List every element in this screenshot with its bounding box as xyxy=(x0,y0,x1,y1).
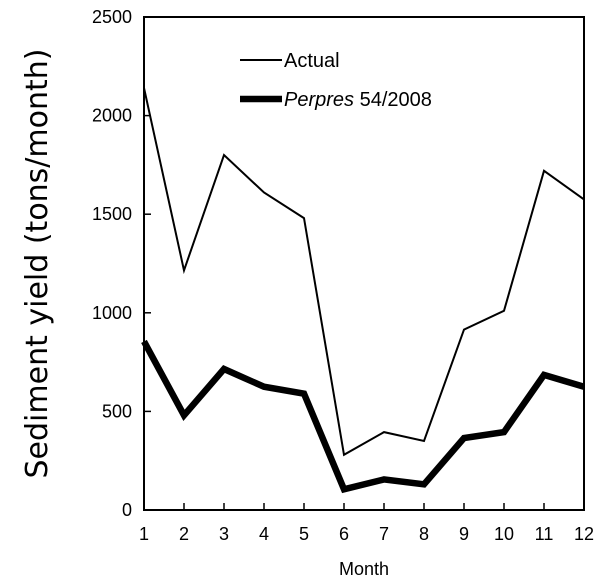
x-tick-label: 3 xyxy=(219,524,229,544)
y-tick-label: 2000 xyxy=(92,106,132,126)
legend-label-perpres-normal: 54/2008 xyxy=(354,89,432,111)
x-tick-label: 2 xyxy=(179,524,189,544)
x-tick-label: 4 xyxy=(259,524,269,544)
x-tick-label: 1 xyxy=(139,524,149,544)
y-axis-title: Sediment yield (tons/month) xyxy=(20,49,55,479)
legend-label-actual: Actual xyxy=(284,50,340,72)
y-tick-label: 1500 xyxy=(92,204,132,224)
x-tick-label: 10 xyxy=(494,524,514,544)
plot-area-frame xyxy=(143,16,585,511)
x-tick-label: 6 xyxy=(339,524,349,544)
legend-label-perpres: Perpres 54/2008 xyxy=(284,89,432,111)
y-tick-label: 1000 xyxy=(92,303,132,323)
x-axis-title: Month xyxy=(339,559,389,579)
x-axis-ticks: 1 2 3 4 5 6 7 8 9 10 11 12 xyxy=(139,503,594,544)
series-line-actual xyxy=(143,87,585,457)
y-tick-label: 0 xyxy=(122,500,132,520)
series-line-perpres xyxy=(141,339,585,494)
x-tick-label: 5 xyxy=(299,524,309,544)
legend: Actual Perpres 54/2008 xyxy=(240,50,432,111)
x-tick-label: 11 xyxy=(535,524,554,544)
y-tick-label: 2500 xyxy=(92,7,132,27)
x-tick-label: 7 xyxy=(379,524,389,544)
legend-label-perpres-italic: Perpres xyxy=(284,89,354,111)
x-tick-label: 12 xyxy=(574,524,594,544)
y-tick-label: 500 xyxy=(102,401,132,421)
x-tick-label: 8 xyxy=(419,524,429,544)
x-tick-label: 9 xyxy=(459,524,469,544)
y-axis-ticks: 0 500 1000 1500 2000 2500 xyxy=(92,7,151,520)
series-layer xyxy=(141,87,585,494)
